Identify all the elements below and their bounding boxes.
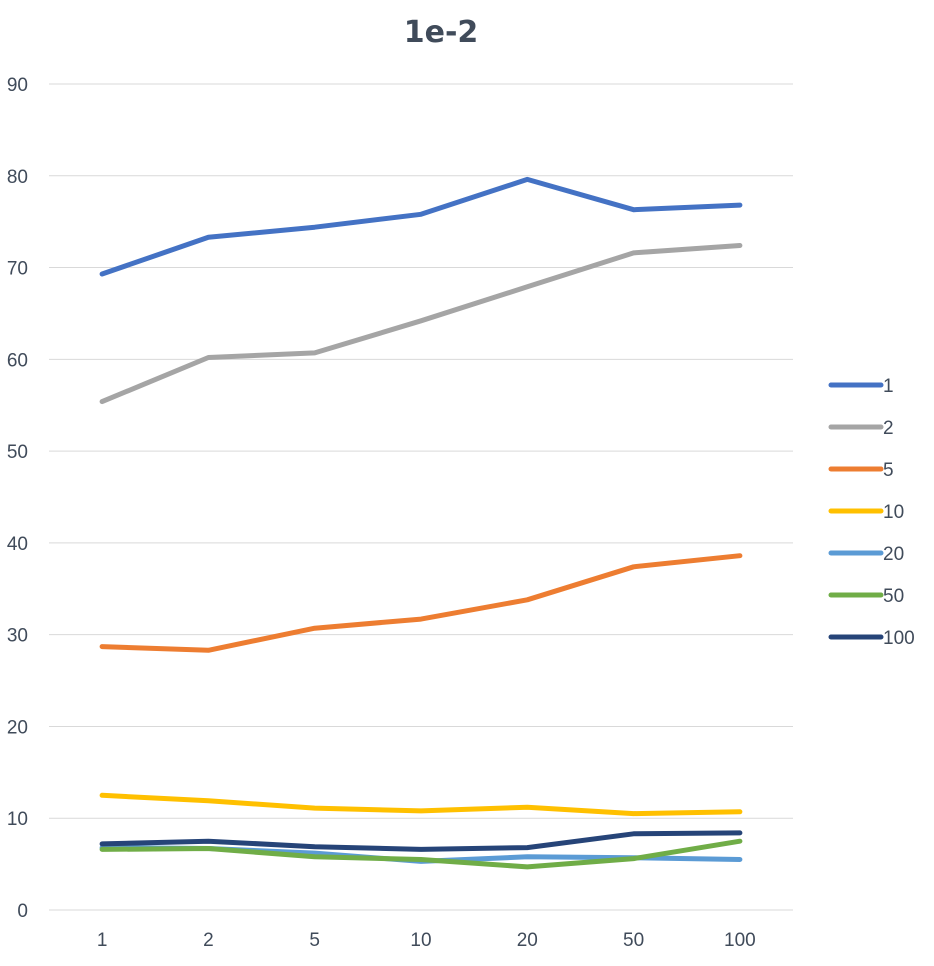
legend-label: 50	[883, 586, 904, 607]
legend-label: 5	[883, 460, 894, 481]
series-line-2	[99, 243, 743, 405]
x-tick-label: 10	[410, 930, 431, 951]
x-tick-label: 2	[203, 930, 214, 951]
legend: 1 2 5 10 20 50 100	[828, 376, 915, 649]
series-line-10	[99, 792, 743, 817]
y-tick-label: 20	[7, 717, 28, 738]
legend-label: 20	[883, 544, 904, 565]
y-tick-label: 50	[7, 442, 28, 463]
x-tick-label: 50	[623, 930, 644, 951]
legend-label: 100	[883, 628, 915, 649]
gridlines	[49, 83, 793, 911]
legend-item-20: 20	[828, 544, 904, 565]
series-line-100	[99, 830, 743, 852]
y-axis-ticks: 0 10 20 30 40 50 60 70 80 90	[7, 75, 28, 922]
y-tick-label: 90	[7, 75, 28, 96]
y-tick-label: 80	[7, 167, 28, 188]
y-tick-label: 40	[7, 534, 28, 555]
legend-item-100: 100	[828, 628, 915, 649]
y-tick-label: 30	[7, 626, 28, 647]
legend-item-50: 50	[828, 586, 904, 607]
x-tick-label: 1	[97, 930, 108, 951]
series-line-50	[99, 838, 743, 870]
chart-title: 1e-2	[404, 15, 479, 50]
x-tick-label: 20	[517, 930, 538, 951]
series-line-5	[99, 553, 743, 653]
series-lines	[99, 176, 743, 870]
y-tick-label: 70	[7, 259, 28, 280]
x-tick-label: 100	[724, 930, 756, 951]
series-line-1	[99, 176, 743, 277]
y-tick-label: 0	[17, 901, 28, 922]
legend-item-2: 2	[828, 418, 894, 439]
x-tick-label: 5	[309, 930, 320, 951]
legend-label: 10	[883, 502, 904, 523]
y-tick-label: 10	[7, 809, 28, 830]
x-axis-ticks: 1 2 5 10 20 50 100	[97, 930, 756, 951]
legend-item-1: 1	[828, 376, 894, 397]
y-tick-label: 60	[7, 350, 28, 371]
legend-label: 1	[883, 376, 894, 397]
legend-item-10: 10	[828, 502, 904, 523]
legend-label: 2	[883, 418, 894, 439]
legend-item-5: 5	[828, 460, 894, 481]
